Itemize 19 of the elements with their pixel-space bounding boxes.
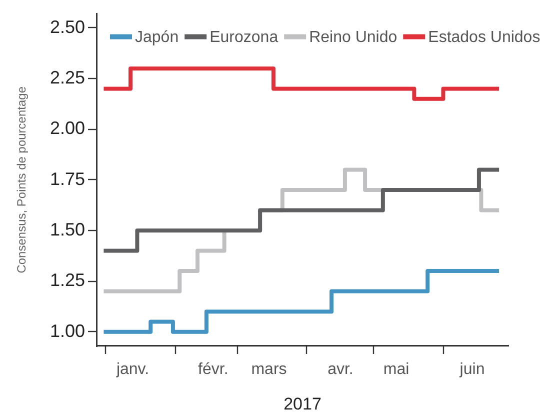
- x-tick-label: janv.: [115, 361, 150, 378]
- y-tick-label: 1.75: [50, 168, 85, 189]
- y-tick-label: 1.00: [50, 320, 85, 341]
- x-tick-label: mars: [251, 361, 287, 378]
- legend-label: Japón: [135, 29, 179, 46]
- x-tick-label: avr.: [328, 361, 354, 378]
- y-axis-title: Consensus, Points de pourcentage: [14, 86, 29, 274]
- x-tick-label: mai: [383, 361, 410, 378]
- legend-label: Estados Unidos: [428, 29, 540, 46]
- y-tick-label: 2.25: [50, 68, 85, 88]
- y-tick-label: 1.25: [50, 270, 85, 290]
- x-tick-label: févr.: [198, 361, 228, 378]
- legend-label: Reino Unido: [309, 29, 398, 46]
- x-axis-title: 2017: [284, 394, 322, 414]
- y-tick-label: 2.50: [50, 16, 85, 37]
- y-tick-label: 2.00: [50, 118, 85, 138]
- y-tick-label: 1.50: [50, 220, 85, 240]
- x-tick-label: juin: [458, 361, 485, 378]
- legend-label: Eurozona: [210, 29, 278, 46]
